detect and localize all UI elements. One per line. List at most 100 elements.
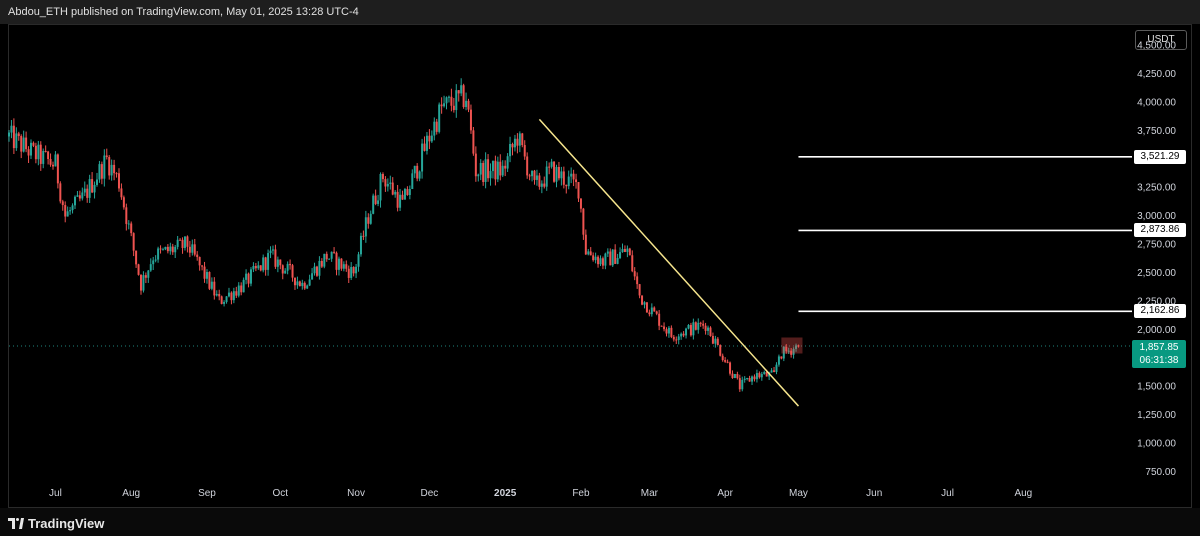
candle-body [364,217,367,237]
candle-body [8,132,10,137]
candle-body [611,249,614,266]
candle-body [455,90,458,111]
candle-body [526,156,529,176]
candle-body [597,256,600,265]
candle-body [648,312,651,315]
candle-body [452,105,455,111]
candle-body [682,333,685,336]
candle-body [694,322,697,330]
candle-body [103,155,106,179]
candle-body [780,356,783,359]
candle-body [127,223,130,225]
candle-body [191,244,194,253]
level-label-2873: 2,873.86 [1134,223,1186,238]
candle-body [252,265,255,270]
candle-body [359,235,362,255]
candle-body [274,249,277,267]
candle-body [399,194,402,208]
candle-body [323,253,326,267]
candle-body [179,239,182,241]
candle-body [218,293,221,297]
candle-body [741,379,744,390]
x-tick-label: May [789,488,808,499]
tradingview-logo[interactable]: TradingView [8,516,104,531]
candle-body [83,188,86,193]
y-tick-label: 3,000.00 [1137,211,1176,222]
candle-body [565,184,568,187]
candle-body [548,166,551,168]
candle-body [110,164,113,176]
candle-body [533,170,536,180]
candle-body [325,253,328,260]
candle-body [247,273,250,284]
publish-header: Abdou_ETH published on TradingView.com, … [0,0,1200,24]
candle-body [440,104,443,107]
candle-body [550,161,553,167]
candle-body [621,249,624,253]
candle-body [465,100,468,107]
candle-body [164,246,167,250]
candle-body [328,258,331,260]
candle-body [355,266,358,274]
candle-body [540,183,543,187]
candle-body [320,260,323,267]
trendline [538,118,800,407]
candle-body [562,171,565,185]
candle-body [531,170,534,177]
x-tick-label: Mar [641,488,659,499]
candle-body [181,239,184,248]
candle-body [220,296,223,304]
candle-body [795,345,798,349]
candle-body [707,327,710,331]
candle-body [748,378,751,382]
candle-body [680,333,683,337]
candle-body [340,258,343,269]
candle-body [787,350,790,352]
candle-body [663,326,666,330]
candle-body [42,150,45,164]
currency-button[interactable]: USDT [1135,30,1187,50]
candle-body [641,295,644,305]
candle-body [91,179,94,193]
candle-body [616,258,619,264]
candle-body [230,292,233,301]
y-tick-label: 2,750.00 [1137,240,1176,251]
brand-name: TradingView [28,516,105,531]
y-tick-label: 2,000.00 [1137,325,1176,336]
candle-body [716,338,719,346]
x-tick-label: Aug [122,488,140,499]
tradingview-icon [8,518,24,529]
candle-body [401,194,404,200]
candle-body [675,339,678,341]
y-tick-label: 4,000.00 [1137,97,1176,108]
candle-body [115,173,118,175]
candle-body [311,273,314,280]
candle-body [108,157,111,176]
candle-body [105,155,108,158]
candle-body [513,138,516,148]
candle-body [672,336,675,340]
candle-body [201,265,204,267]
candle-body [381,173,384,180]
candle-body [196,254,199,258]
y-tick-label: 3,750.00 [1137,126,1176,137]
recent-range-box [781,337,803,354]
candle-body [117,173,120,189]
candle-body [751,376,754,382]
y-tick-label: 4,500.00 [1137,40,1176,51]
candle-body [736,374,739,379]
candle-body [543,183,546,187]
candle-body [509,143,512,157]
candle-body [137,264,140,275]
current-price-tag: 1,857.85 06:31:38 [1132,340,1186,368]
candle-body [377,200,380,204]
candle-body [775,364,778,372]
candle-body [560,171,563,179]
candle-body [697,322,700,330]
candle-body [467,100,470,110]
x-tick-label: Dec [421,488,439,499]
candle-body [721,355,724,361]
candle-body [421,143,424,172]
y-tick-label: 4,250.00 [1137,69,1176,80]
